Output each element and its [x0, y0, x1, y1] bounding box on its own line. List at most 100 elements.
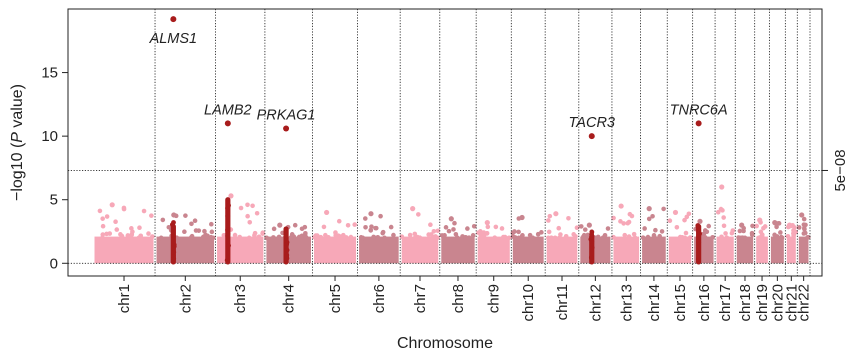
- snp-point: [531, 236, 536, 241]
- snp-point: [333, 233, 338, 238]
- snp-point: [363, 225, 368, 230]
- chromosome-band-chr13: [613, 237, 639, 264]
- snp-point: [193, 218, 198, 223]
- snp-point: [646, 235, 651, 240]
- snp-point: [233, 233, 238, 238]
- chromosome-band-chr18: [737, 237, 753, 264]
- chromosome-band-chr21: [787, 237, 796, 264]
- y-tick-label: 10: [41, 128, 58, 145]
- snp-point: [710, 235, 715, 240]
- y-axis-title-part: P: [9, 132, 26, 143]
- chromosome-band-chr17: [717, 237, 734, 264]
- snp-point: [471, 233, 476, 238]
- snp-point: [652, 233, 657, 238]
- snp-point: [688, 235, 693, 240]
- x-tick-label: chr11: [554, 284, 571, 320]
- y-tick-label: 0: [50, 255, 58, 272]
- snp-point: [250, 204, 255, 209]
- snp-point: [627, 234, 632, 239]
- snp-point: [512, 229, 517, 234]
- top-hit-point: [225, 120, 231, 126]
- snp-point: [149, 213, 154, 218]
- snp-point: [159, 236, 164, 241]
- snp-point: [98, 209, 103, 214]
- snp-point: [573, 234, 578, 239]
- chromosome-band-chr5: [314, 237, 356, 264]
- snp-point: [549, 235, 554, 240]
- x-tick-label: chr2: [177, 284, 194, 313]
- snp-point: [375, 235, 380, 240]
- snp-point: [381, 230, 386, 235]
- snp-peak-point: [697, 219, 702, 224]
- highlight-snp-point: [696, 226, 701, 231]
- snp-point: [237, 235, 242, 240]
- snp-point: [660, 229, 665, 234]
- top-hit-point: [170, 16, 176, 22]
- snp-point: [722, 223, 727, 228]
- snp-point: [661, 207, 666, 212]
- snp-point: [360, 236, 365, 241]
- snp-point: [428, 222, 433, 227]
- x-tick-label: chr5: [327, 284, 344, 313]
- highlight-snp-point: [225, 258, 230, 263]
- highlight-snp-point: [590, 245, 595, 250]
- snp-point: [142, 209, 147, 214]
- snp-point: [271, 235, 276, 240]
- snp-point: [322, 225, 327, 230]
- snp-peak-point: [757, 217, 762, 222]
- snp-point: [633, 235, 638, 240]
- snp-point: [687, 211, 692, 216]
- snp-point: [566, 216, 571, 221]
- snp-point: [209, 222, 214, 227]
- snp-peak-point: [787, 223, 792, 228]
- gene-label: PRKAG1: [257, 108, 316, 124]
- snp-point: [349, 235, 354, 240]
- snp-point: [194, 228, 199, 233]
- x-tick-label: chr4: [281, 284, 298, 313]
- snp-point: [546, 218, 551, 223]
- x-tick-label: chr22: [796, 284, 813, 322]
- x-tick-label: chr8: [450, 284, 467, 313]
- snp-peak-point: [772, 220, 777, 225]
- snp-peak-point: [368, 211, 373, 216]
- snp-point: [516, 236, 521, 241]
- snp-point: [239, 206, 244, 211]
- snp-point: [300, 233, 305, 238]
- y-tick-label: 5: [50, 192, 58, 209]
- highlight-snp-point: [171, 220, 176, 225]
- snp-point: [137, 225, 142, 230]
- snp-point: [520, 233, 525, 238]
- x-tick-label: chr10: [520, 284, 537, 322]
- snp-point: [374, 226, 379, 231]
- snp-point: [778, 230, 783, 235]
- snp-point: [805, 235, 810, 240]
- snp-point: [480, 235, 485, 240]
- snp-point: [740, 235, 745, 240]
- snp-point: [539, 230, 544, 235]
- snp-point: [277, 235, 282, 240]
- x-tick-label: chr1: [116, 284, 133, 313]
- highlight-snp-point: [589, 255, 594, 260]
- snp-point: [583, 227, 588, 232]
- snp-point: [579, 224, 584, 229]
- background-points: [95, 184, 811, 263]
- snp-point: [312, 235, 317, 240]
- chromosome-band-chr14: [642, 237, 666, 264]
- snp-point: [205, 233, 210, 238]
- gene-label: TNRC6A: [670, 102, 728, 118]
- snp-point: [760, 235, 765, 240]
- snp-point: [451, 227, 456, 232]
- y-axis: 051015: [41, 65, 68, 273]
- snp-peak-point: [110, 202, 115, 207]
- highlight-snp-point: [172, 242, 177, 247]
- snp-point: [556, 226, 561, 231]
- snp-point: [100, 232, 105, 237]
- snp-point: [189, 221, 194, 226]
- snp-point: [289, 235, 294, 240]
- snp-point: [382, 236, 387, 241]
- snp-point: [730, 228, 735, 233]
- highlight-snp-point: [171, 234, 176, 239]
- x-tick-label: chr15: [672, 284, 689, 322]
- snp-point: [107, 231, 112, 236]
- highlight-snp-point: [589, 239, 594, 244]
